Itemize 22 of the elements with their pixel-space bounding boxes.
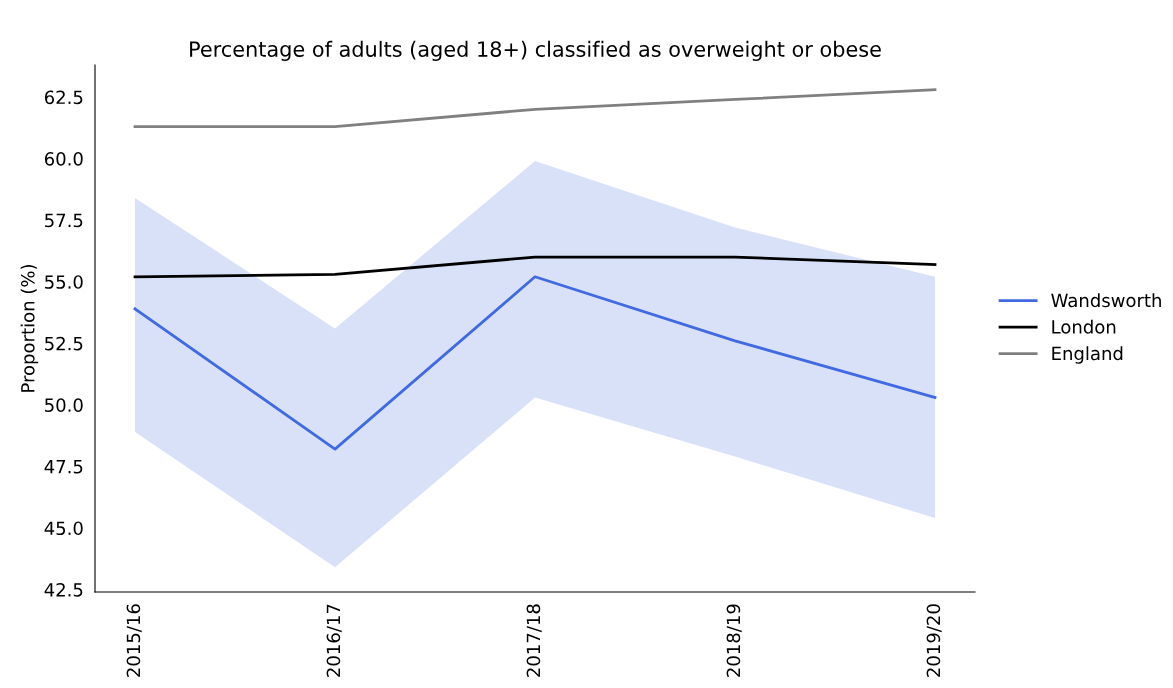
y-tick-label: 60.0 [44,152,83,166]
y-tick-label: 52.5 [45,336,83,351]
x-tick-label: 2017/18 [526,604,542,677]
y-tick-label: 45.0 [44,521,83,536]
x-tick-label: 2016/17 [326,604,342,677]
x-tick-label: 2018/19 [726,604,742,677]
line-series [133,275,937,451]
y-tick-label: 50.0 [45,398,83,412]
x-tick-label: 2015/16 [126,604,142,677]
line-series [133,255,937,279]
y-tick-label: 42.5 [44,583,83,597]
y-tick-label: 62.5 [44,90,83,105]
x-tick-label: 2019/20 [926,604,942,677]
legend-label: London [1052,319,1116,334]
chart-title: Percentage of adults (aged 18+) classified as overweight or obese [190,40,881,61]
y-tick-label: 47.5 [44,460,83,474]
legend-label: England [1052,346,1123,364]
y-axis-title: Proportion (%) [20,264,39,392]
line-series [133,88,937,128]
y-tick-label: 57.5 [45,213,83,228]
y-tick-label: 55.0 [45,275,83,289]
legend-label: Wandsworth [1051,293,1161,308]
